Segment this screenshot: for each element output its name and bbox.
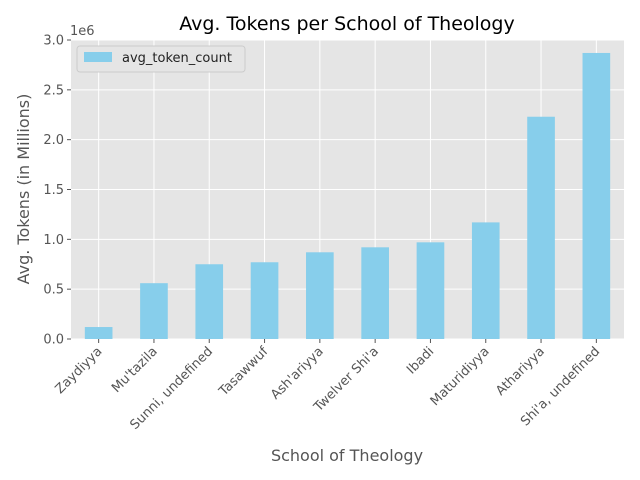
- y-tick-label: 2.5: [43, 83, 64, 98]
- x-tick-label: Ibadi: [404, 344, 437, 377]
- bar-maturidiyya: [471, 222, 500, 339]
- legend: avg_token_count: [76, 45, 246, 73]
- x-tick-label: Athariyya: [493, 344, 548, 399]
- y-tick-label: 0.5: [43, 283, 64, 298]
- bars: [84, 52, 611, 339]
- x-tick-label: Tasawwuf: [216, 344, 272, 400]
- bar-twelver-shi-a: [361, 247, 389, 339]
- x-axis-label: School of Theology: [271, 446, 423, 465]
- y-tick-label: 2.0: [43, 133, 64, 148]
- bar-shi-a-undefined: [582, 52, 611, 339]
- bar-ibadi: [416, 242, 445, 339]
- y-offset-label: 1e6: [70, 24, 95, 39]
- y-tick-label: 1.0: [43, 233, 64, 248]
- legend-swatch: [84, 52, 112, 62]
- x-tick-label: Ash'ariyya: [268, 344, 327, 403]
- y-tick-label: 3.0: [43, 34, 64, 49]
- y-tick-label: 0.0: [43, 333, 64, 348]
- x-tick-label: Maturidiyya: [428, 344, 493, 409]
- bar-mu-tazila: [140, 283, 168, 339]
- legend-label: avg_token_count: [122, 51, 232, 66]
- bar-ash-ariyya: [306, 252, 334, 339]
- bar-zaydiyya: [84, 327, 113, 339]
- chart-title: Avg. Tokens per School of Theology: [179, 13, 515, 35]
- x-tick-label: Mu'tazila: [109, 344, 161, 396]
- y-tick-label: 1.5: [43, 183, 64, 198]
- y-axis-label: Avg. Tokens (in Millions): [14, 94, 33, 285]
- bar-sunni-undefined: [195, 264, 224, 339]
- legend-box: [76, 45, 246, 73]
- bar-athariyya: [527, 116, 555, 339]
- x-tick-label: Zaydiyya: [53, 344, 106, 397]
- y-axis-ticks: 0.0 0.5 1.0 1.5 2.0 2.5 3.0: [43, 34, 71, 348]
- bar-tasawwuf: [250, 262, 279, 339]
